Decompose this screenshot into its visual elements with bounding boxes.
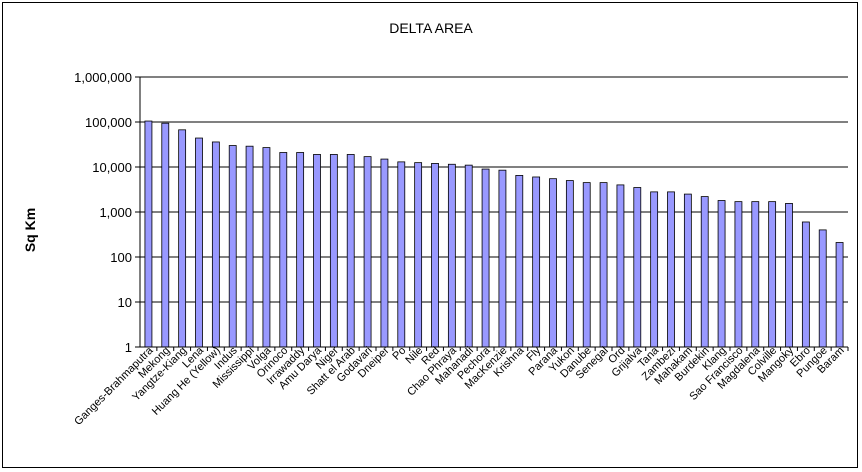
bar <box>667 191 675 348</box>
bar <box>464 164 473 348</box>
y-axis-label: Sq Km <box>22 208 38 252</box>
bar <box>296 152 305 348</box>
bar <box>599 182 608 348</box>
bar <box>650 191 659 348</box>
bar <box>633 187 642 348</box>
gridlines <box>140 76 848 303</box>
y-tick-label: 1,000,000 <box>74 70 132 85</box>
bar <box>346 154 355 348</box>
bar <box>329 154 338 348</box>
chart-title: DELTA AREA <box>389 20 473 36</box>
bar <box>313 154 321 348</box>
y-tick-label: 10,000 <box>92 160 132 175</box>
bar <box>734 201 743 348</box>
bar <box>565 180 574 348</box>
bar <box>700 196 709 348</box>
bar <box>195 137 203 348</box>
bar <box>801 221 810 348</box>
bar <box>262 147 271 348</box>
y-tick-label: 1,000 <box>99 205 132 220</box>
bar <box>785 203 793 348</box>
bar <box>397 161 406 348</box>
y-tick-label: 100,000 <box>85 115 132 130</box>
bar <box>549 178 557 348</box>
bar <box>717 200 726 348</box>
bar <box>380 158 389 348</box>
axes <box>135 76 849 351</box>
bar <box>582 182 591 348</box>
bar <box>363 156 372 348</box>
bar <box>616 184 625 348</box>
x-tick-labels: Ganges-BrahmaputraMekongYangtze-KiangLen… <box>72 344 846 428</box>
bar <box>414 162 423 348</box>
bar <box>178 129 187 348</box>
bar <box>161 122 170 348</box>
bar <box>144 120 153 348</box>
bar <box>751 201 760 348</box>
bar <box>515 175 524 348</box>
bar <box>532 176 541 348</box>
bar <box>768 201 777 348</box>
y-tick-label: 10 <box>118 295 132 310</box>
bar <box>211 141 220 348</box>
bar <box>683 193 692 348</box>
bar <box>498 169 507 348</box>
bar <box>279 152 288 348</box>
bar <box>245 145 254 348</box>
bar <box>228 145 237 348</box>
bar <box>431 163 439 348</box>
bar <box>447 163 456 348</box>
y-tick-labels: 1 10 100 1,000 10,000 100,000 1,000,000 <box>74 70 132 355</box>
bars <box>144 120 844 348</box>
y-tick-label: 100 <box>110 250 132 265</box>
bar <box>818 229 827 348</box>
y-tick-label: 1 <box>125 340 132 355</box>
bar <box>481 168 490 348</box>
bar <box>835 242 844 348</box>
